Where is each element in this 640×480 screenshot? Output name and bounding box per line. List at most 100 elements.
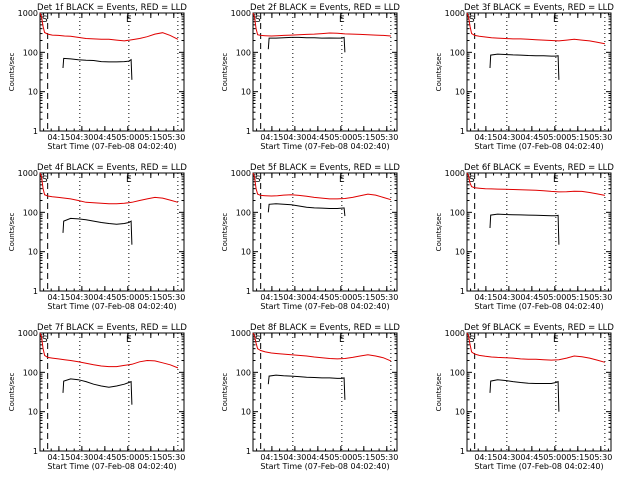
y-axis-label: Counts/sec	[221, 53, 229, 92]
y-tick-label: 10	[28, 88, 38, 97]
x-tick-label: 05:15	[566, 293, 589, 302]
series-line-lld	[466, 332, 606, 363]
y-axis-label: Counts/sec	[221, 373, 229, 412]
y-tick-label: 1	[460, 127, 465, 136]
series-line-events	[489, 379, 560, 412]
chart-panel-6: Det 6f BLACK = Events, RED = LLD 1 10 100 10…	[435, 163, 614, 311]
y-tick-label: 1	[33, 447, 38, 456]
x-tick-label: 04:30	[70, 453, 93, 462]
x-axis-label: Start Time (07-Feb-08 04:02:40)	[260, 142, 389, 151]
x-axis-label: Start Time (07-Feb-08 04:02:40)	[260, 302, 389, 311]
x-tick-label: 05:00	[116, 293, 139, 302]
x-tick-label: 05:30	[162, 293, 185, 302]
y-tick-label: 1	[33, 287, 38, 296]
x-tick-label: 04:15	[260, 293, 283, 302]
chart-panel-4: Det 4f BLACK = Events, RED = LLD 1 10 100 10…	[8, 163, 187, 311]
y-tick-label: 10	[455, 248, 465, 257]
series-line-events	[267, 374, 346, 400]
y-tick-label: 10	[455, 88, 465, 97]
x-tick-label: 05:30	[375, 133, 398, 142]
x-tick-label: 05:00	[329, 133, 352, 142]
chart-panel-7: Det 7f BLACK = Events, RED = LLD 1 10 100 10…	[8, 323, 187, 471]
x-tick-label: 05:00	[543, 293, 566, 302]
x-axis-label: Start Time (07-Feb-08 04:02:40)	[47, 302, 176, 311]
plot-frame	[466, 172, 612, 292]
x-tick-label: 04:15	[260, 133, 283, 142]
chart-panel-2: Det 2f BLACK = Events, RED = LLD 1 10 100 10…	[221, 3, 400, 151]
x-tick-label: 04:30	[497, 293, 520, 302]
y-tick-label: 1000	[18, 169, 38, 178]
y-tick-label: 1000	[231, 329, 251, 338]
x-tick-label: 05:15	[352, 453, 375, 462]
y-axis-label: Counts/sec	[435, 373, 443, 412]
x-tick-label: 04:45	[520, 133, 543, 142]
x-tick-label: 04:45	[520, 453, 543, 462]
x-tick-label: 04:30	[497, 133, 520, 142]
end-marker-label: E	[126, 15, 132, 25]
y-tick-label: 1000	[445, 329, 465, 338]
x-tick-label: 05:30	[162, 453, 185, 462]
y-tick-label: 10	[241, 88, 251, 97]
x-tick-label: 05:15	[139, 293, 162, 302]
x-tick-label: 05:15	[139, 453, 162, 462]
x-tick-label: 04:45	[306, 293, 329, 302]
y-tick-label: 1000	[445, 9, 465, 18]
start-marker-label: S	[469, 15, 475, 25]
x-tick-label: 05:15	[566, 453, 589, 462]
x-tick-label: 04:30	[70, 293, 93, 302]
plot-frame	[252, 12, 398, 132]
x-tick-label: 05:30	[375, 453, 398, 462]
y-axis-label: Counts/sec	[435, 53, 443, 92]
y-tick-label: 100	[450, 48, 465, 57]
y-tick-label: 100	[23, 48, 38, 57]
y-axis-label: Counts/sec	[8, 213, 16, 252]
chart-title: Det 9f BLACK = Events, RED = LLD	[464, 323, 614, 333]
series-line-lld	[252, 332, 392, 362]
x-tick-label: 05:30	[162, 133, 185, 142]
x-tick-label: 04:45	[93, 133, 116, 142]
x-tick-label: 04:15	[260, 453, 283, 462]
start-marker-label: S	[42, 335, 48, 345]
y-tick-label: 1	[246, 447, 251, 456]
chart-panel-5: Det 5f BLACK = Events, RED = LLD 1 10 100 10…	[221, 163, 400, 311]
series-line-lld	[466, 12, 605, 45]
start-marker-label: S	[42, 175, 48, 185]
chart-title: Det 8f BLACK = Events, RED = LLD	[250, 323, 400, 333]
chart-panel-3: Det 3f BLACK = Events, RED = LLD 1 10 100 10…	[435, 3, 614, 151]
end-marker-label: E	[126, 335, 132, 345]
end-marker-label: E	[553, 335, 559, 345]
x-axis-label: Start Time (07-Feb-08 04:02:40)	[47, 142, 176, 151]
x-tick-label: 05:00	[329, 453, 352, 462]
y-tick-label: 100	[23, 208, 38, 217]
series-line-lld	[252, 12, 391, 37]
y-tick-label: 10	[455, 408, 465, 417]
series-line-events	[62, 57, 133, 80]
series-line-events	[62, 217, 133, 245]
series-line-events	[62, 378, 133, 405]
chart-panel-8: Det 8f BLACK = Events, RED = LLD 1 10 100 10…	[221, 323, 400, 471]
series-line-lld	[39, 172, 179, 205]
x-tick-label: 04:15	[474, 133, 497, 142]
x-tick-label: 05:00	[116, 453, 139, 462]
x-tick-label: 04:45	[93, 293, 116, 302]
x-tick-label: 04:15	[47, 133, 70, 142]
plot-frame	[39, 332, 185, 452]
y-tick-label: 10	[28, 248, 38, 257]
chart-title: Det 1f BLACK = Events, RED = LLD	[37, 3, 187, 13]
plot-frame	[39, 12, 185, 132]
y-tick-label: 10	[241, 408, 251, 417]
x-tick-label: 04:15	[47, 453, 70, 462]
start-marker-label: S	[255, 175, 261, 185]
y-tick-label: 100	[450, 368, 465, 377]
series-line-lld	[466, 172, 605, 196]
y-tick-label: 100	[236, 368, 251, 377]
x-tick-label: 05:30	[589, 293, 612, 302]
chart-title: Det 5f BLACK = Events, RED = LLD	[250, 163, 400, 173]
x-axis-label: Start Time (07-Feb-08 04:02:40)	[474, 142, 603, 151]
x-tick-label: 05:15	[352, 293, 375, 302]
x-tick-label: 04:45	[520, 293, 543, 302]
y-tick-label: 1000	[231, 169, 251, 178]
start-marker-label: S	[255, 335, 261, 345]
chart-title: Det 3f BLACK = Events, RED = LLD	[464, 3, 614, 13]
